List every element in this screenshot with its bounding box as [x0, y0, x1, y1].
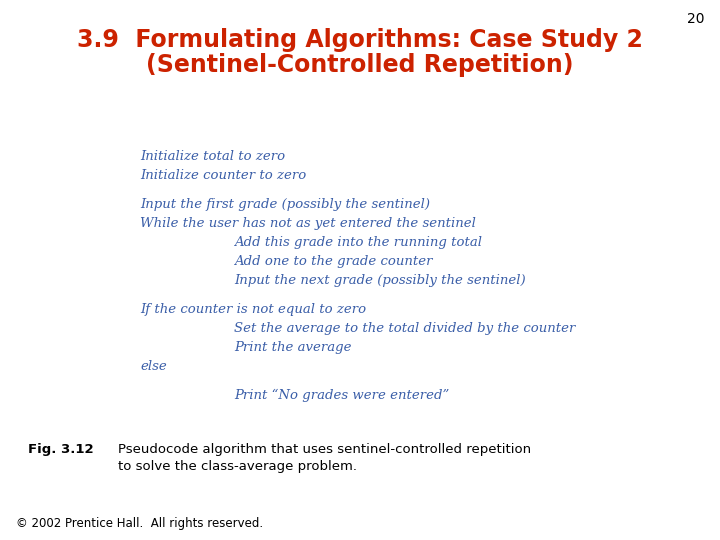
Text: Input the next grade (possibly the sentinel): Input the next grade (possibly the senti… [234, 274, 526, 287]
Text: Print the average: Print the average [234, 341, 351, 354]
Text: (Sentinel-Controlled Repetition): (Sentinel-Controlled Repetition) [146, 53, 574, 77]
Text: Initialize total to zero: Initialize total to zero [140, 150, 286, 163]
Text: Input the first grade (possibly the sentinel): Input the first grade (possibly the sent… [140, 198, 431, 211]
Text: Initialize counter to zero: Initialize counter to zero [140, 169, 307, 182]
Text: 3.9  Formulating Algorithms: Case Study 2: 3.9 Formulating Algorithms: Case Study 2 [77, 28, 643, 52]
Text: else: else [140, 360, 167, 373]
Text: Add one to the grade counter: Add one to the grade counter [234, 255, 433, 268]
Text: Print “No grades were entered”: Print “No grades were entered” [234, 389, 449, 402]
Text: Add this grade into the running total: Add this grade into the running total [234, 236, 482, 249]
Text: Fig. 3.12: Fig. 3.12 [28, 443, 94, 456]
Text: While the user has not as yet entered the sentinel: While the user has not as yet entered th… [140, 217, 476, 230]
Text: Set the average to the total divided by the counter: Set the average to the total divided by … [234, 322, 575, 335]
Text: Pseudocode algorithm that uses sentinel-controlled repetition: Pseudocode algorithm that uses sentinel-… [118, 443, 531, 456]
Text: © 2002 Prentice Hall.  All rights reserved.: © 2002 Prentice Hall. All rights reserve… [16, 517, 263, 530]
Text: 20: 20 [688, 12, 705, 26]
Text: to solve the class-average problem.: to solve the class-average problem. [118, 460, 357, 473]
Text: If the counter is not equal to zero: If the counter is not equal to zero [140, 303, 366, 316]
